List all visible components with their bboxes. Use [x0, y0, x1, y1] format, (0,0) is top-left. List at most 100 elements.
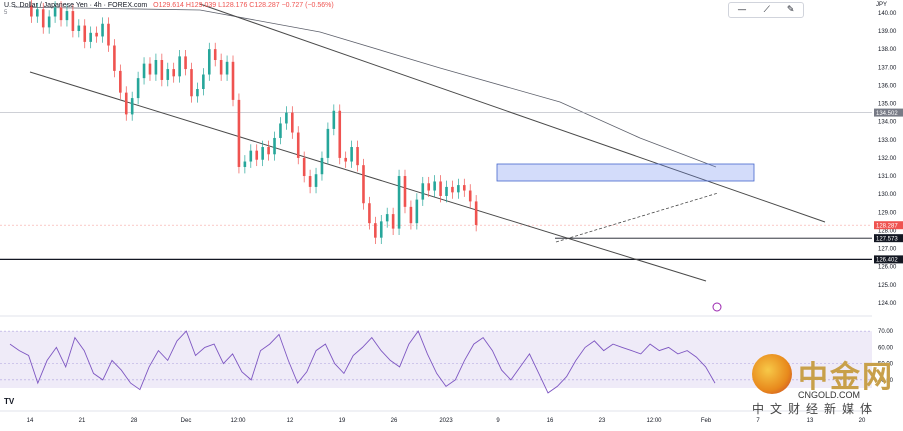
candle-body: [249, 150, 253, 162]
candle-body: [89, 32, 92, 42]
candle-body: [320, 157, 324, 175]
candle-body: [385, 214, 389, 222]
candle-body: [291, 112, 294, 133]
candle-body: [154, 60, 158, 75]
rsi-tick-label: 70.00: [878, 329, 894, 335]
candle-body: [267, 147, 270, 155]
currency-label: JPY: [876, 2, 888, 8]
x-tick-label: 7: [756, 418, 760, 424]
brush-icon[interactable]: ✎: [786, 5, 795, 15]
y-tick-label: 134.00: [878, 120, 897, 126]
candle-body: [124, 92, 128, 115]
candle-body: [397, 176, 401, 229]
rising-trendline: [555, 192, 719, 243]
candle-body: [368, 203, 371, 224]
candle-body: [415, 199, 419, 224]
x-tick-label: 2023: [439, 418, 453, 424]
candle-body: [379, 221, 383, 238]
x-tick-label: 12:00: [646, 418, 662, 424]
y-tick-label: 132.00: [878, 156, 897, 162]
candle-body: [409, 206, 413, 224]
candle-body: [439, 181, 442, 196]
candle-body: [213, 49, 217, 61]
y-tick-label: 137.00: [878, 65, 897, 71]
candle-body: [101, 23, 104, 37]
candle-body: [95, 32, 98, 37]
x-tick-label: Feb: [701, 418, 712, 424]
candle-body: [178, 56, 181, 77]
candle-body: [356, 147, 359, 166]
rsi-tick-label: 60.00: [878, 345, 894, 351]
candle-body: [219, 60, 223, 75]
x-tick-label: 26: [391, 418, 398, 424]
candle-body: [231, 61, 235, 100]
candle-body: [190, 69, 193, 97]
candle-body: [314, 174, 318, 187]
candle-body: [71, 11, 75, 32]
trend-line-icon[interactable]: ⟋: [763, 5, 770, 15]
tradingview-logo: TV: [4, 397, 15, 406]
candle-body: [41, 9, 45, 28]
x-tick-label: 21: [79, 418, 86, 424]
candle-body: [83, 25, 87, 42]
alert-icon: [712, 302, 722, 312]
candle-body: [273, 137, 276, 155]
candle-body: [243, 161, 247, 167]
candle-body: [421, 183, 425, 200]
cngold-logo-icon: [752, 354, 792, 394]
price-label-text: 128.287: [876, 224, 898, 230]
candle-body: [261, 147, 264, 160]
candle-body: [113, 45, 116, 71]
candle-body: [362, 165, 365, 204]
y-tick-label: 140.00: [878, 11, 897, 17]
y-tick-label: 129.00: [878, 210, 897, 216]
candle-body: [344, 157, 347, 162]
cngold-watermark: 中金网 CNGOLD.COM 中文财经新媒体: [746, 350, 896, 420]
symbol-title: U.S. Dollar / Japanese Yen · 4h · FOREX.…: [4, 2, 148, 9]
candle-body: [326, 128, 330, 158]
candle-body: [107, 23, 110, 46]
price-label-text: 134.502: [876, 111, 898, 117]
x-tick-label: 19: [339, 418, 346, 424]
rsi-line: [9, 330, 716, 394]
x-tick-label: 20: [859, 418, 866, 424]
candle-body: [474, 201, 478, 225]
volume-indicator: 5: [4, 10, 8, 16]
candle-body: [119, 70, 122, 93]
candle-body: [30, 5, 33, 17]
price-label-box: [874, 234, 903, 243]
candle-body: [308, 176, 312, 187]
candle-body: [462, 185, 466, 191]
candle-body: [59, 7, 63, 21]
y-tick-label: 126.00: [878, 265, 897, 271]
price-label-text: 127.573: [876, 236, 898, 242]
candle-body: [207, 49, 211, 75]
candle-body: [225, 61, 229, 75]
price-label-box: [874, 255, 903, 264]
rsi-band: [0, 331, 872, 388]
chart-legend: U.S. Dollar / Japanese Yen · 4h · FOREX.…: [4, 2, 334, 16]
candle-body: [445, 186, 448, 196]
candle-body: [338, 110, 342, 158]
candle-body: [136, 78, 140, 99]
candle-body: [166, 69, 170, 80]
candle-body: [403, 176, 407, 207]
y-tick-label: 136.00: [878, 83, 897, 89]
y-tick-label: 128.00: [878, 228, 897, 234]
candle-body: [427, 183, 431, 191]
candle-body: [350, 147, 353, 162]
candle-body: [148, 63, 152, 75]
horizontal-line-icon[interactable]: —: [737, 5, 747, 15]
watermark-url: CNGOLD.COM: [798, 390, 861, 400]
y-tick-label: 135.00: [878, 102, 897, 108]
candle-body: [468, 190, 472, 202]
candle-body: [374, 223, 377, 238]
y-tick-label: 138.00: [878, 47, 897, 53]
ohlc-values: O129.614 H129.039 L128.176 C128.287 −0.7…: [153, 2, 334, 9]
candle-body: [196, 89, 199, 97]
candle-body: [53, 7, 57, 17]
candle-body: [255, 150, 259, 160]
y-tick-label: 131.00: [878, 174, 897, 180]
